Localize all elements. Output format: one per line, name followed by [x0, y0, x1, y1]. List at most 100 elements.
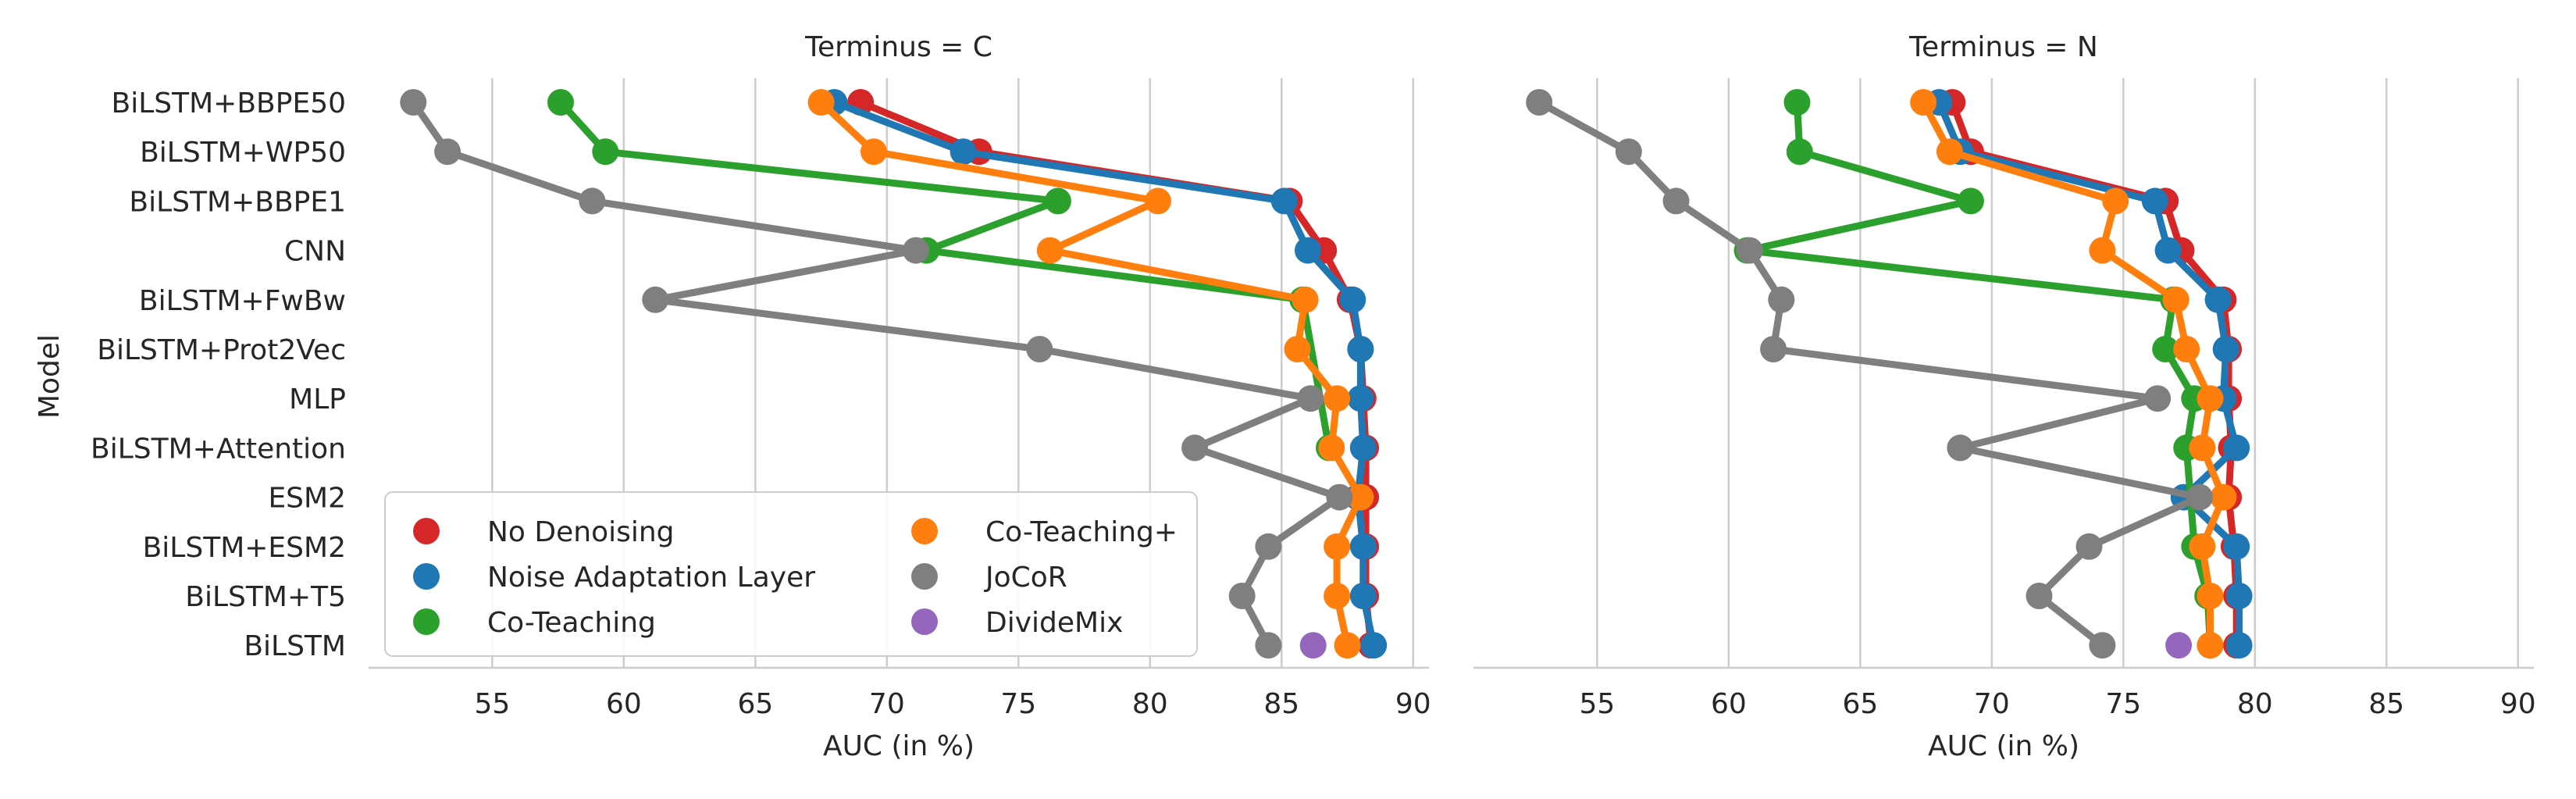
x-tick-labels: 55 60 65 70 75 80 85 90: [474, 688, 1431, 720]
legend-marker: [413, 518, 440, 544]
data-point: [1324, 385, 1351, 412]
data-point: [2144, 385, 2172, 412]
series-co-teaching-: [807, 89, 1374, 659]
data-point: [579, 187, 606, 215]
legend: No Denoising Noise Adaptation Layer Co-Tea…: [384, 491, 1198, 657]
data-point: [2102, 187, 2129, 215]
data-point: [1255, 632, 1282, 659]
data-point: [1297, 385, 1324, 412]
y-tick-label: BiLSTM+ESM2: [143, 532, 346, 564]
legend-label: DivideMix: [985, 607, 1123, 639]
panel-terminus-n: 55 60 65 70 75 80 85 90 Terminus = N AUC (in %): [1473, 31, 2536, 762]
x-tick-label-80: 80: [1132, 688, 1168, 720]
data-point: [547, 89, 574, 116]
data-point: [2210, 483, 2237, 511]
grid-lines: [491, 78, 1415, 668]
legend-marker: [413, 563, 440, 590]
legend-marker: [911, 518, 938, 544]
data-point: [2204, 286, 2232, 313]
data-point: [434, 138, 461, 166]
series-co-teaching-: [1910, 89, 2237, 659]
data-point: [1292, 286, 1319, 313]
legend-marker: [911, 563, 938, 590]
data-point: [1736, 237, 1763, 264]
data-point: [1349, 434, 1377, 462]
series-jocor: [1526, 89, 2213, 659]
y-tick-label: CNN: [284, 236, 346, 268]
legend-label: Co-Teaching+: [985, 516, 1178, 548]
data-point: [1036, 237, 1064, 264]
data-point: [1347, 336, 1374, 362]
data-point: [1324, 533, 1351, 560]
data-point: [1947, 434, 1974, 462]
x-tick-label-90: 90: [2500, 688, 2536, 720]
data-point: [1347, 483, 1374, 511]
data-point: [2152, 336, 2179, 362]
data-point: [1299, 632, 1327, 659]
series-layer: [1526, 89, 2253, 659]
data-point: [2223, 434, 2250, 462]
data-point: [2225, 583, 2253, 609]
legend-label: Co-Teaching: [487, 607, 656, 639]
data-point: [950, 138, 977, 166]
x-axis-label: AUC (in %): [823, 730, 974, 762]
data-point: [1044, 187, 1071, 215]
data-point: [1324, 583, 1351, 609]
data-point: [1026, 336, 1053, 362]
legend-marker: [911, 608, 938, 635]
legend-marker: [413, 608, 440, 635]
data-point: [400, 89, 427, 116]
data-point: [1295, 237, 1321, 264]
x-tick-label-75: 75: [1000, 688, 1036, 720]
series-dividemix: [2165, 632, 2193, 659]
data-point: [902, 237, 929, 264]
x-tick-label-70: 70: [1974, 688, 2010, 720]
y-axis-label: Model: [34, 334, 66, 419]
data-point: [2162, 286, 2189, 313]
data-point: [2197, 632, 2224, 659]
data-point: [1339, 286, 1366, 313]
data-point: [1334, 632, 1361, 659]
data-point: [2173, 336, 2200, 362]
data-point: [1662, 187, 1690, 215]
data-point: [2189, 533, 2216, 560]
data-point: [2223, 533, 2250, 560]
data-point: [1270, 187, 1298, 215]
data-point: [1326, 483, 1353, 511]
y-tick-label: BiLSTM+BBPE50: [112, 87, 346, 119]
data-point: [1786, 138, 1813, 166]
data-point: [1760, 336, 1787, 362]
data-point: [1144, 187, 1171, 215]
x-tick-label-60: 60: [606, 688, 642, 720]
x-axis-label: AUC (in %): [1928, 730, 2079, 762]
series-layer: [400, 89, 1388, 659]
data-point: [2212, 336, 2239, 362]
series-dividemix: [1299, 632, 1327, 659]
data-point: [1910, 89, 1937, 116]
data-point: [2186, 483, 2213, 511]
data-point: [2026, 583, 2053, 609]
legend-label: No Denoising: [487, 516, 675, 548]
data-point: [642, 286, 669, 313]
legend-frame: [384, 491, 1198, 657]
data-point: [860, 138, 887, 166]
x-tick-label-90: 90: [1395, 688, 1431, 720]
data-point: [1318, 434, 1345, 462]
panel-title: Terminus = N: [1908, 31, 2098, 63]
y-tick-label: BiLSTM+BBPE1: [129, 186, 346, 218]
data-point: [2197, 583, 2224, 609]
x-tick-label-55: 55: [1579, 688, 1615, 720]
x-tick-label-65: 65: [737, 688, 773, 720]
x-tick-labels: 55 60 65 70 75 80 85 90: [1579, 688, 2535, 720]
data-point: [2225, 632, 2253, 659]
x-tick-label-85: 85: [1263, 688, 1299, 720]
y-tick-label: BiLSTM+T5: [185, 581, 346, 613]
y-tick-label: BiLSTM+FwBw: [139, 285, 346, 317]
data-point: [592, 138, 619, 166]
data-point: [2089, 632, 2116, 659]
data-point: [1347, 385, 1374, 412]
data-point: [1768, 286, 1795, 313]
data-point: [1957, 187, 1984, 215]
x-tick-label-65: 65: [1842, 688, 1878, 720]
grid-lines: [1596, 78, 2520, 668]
